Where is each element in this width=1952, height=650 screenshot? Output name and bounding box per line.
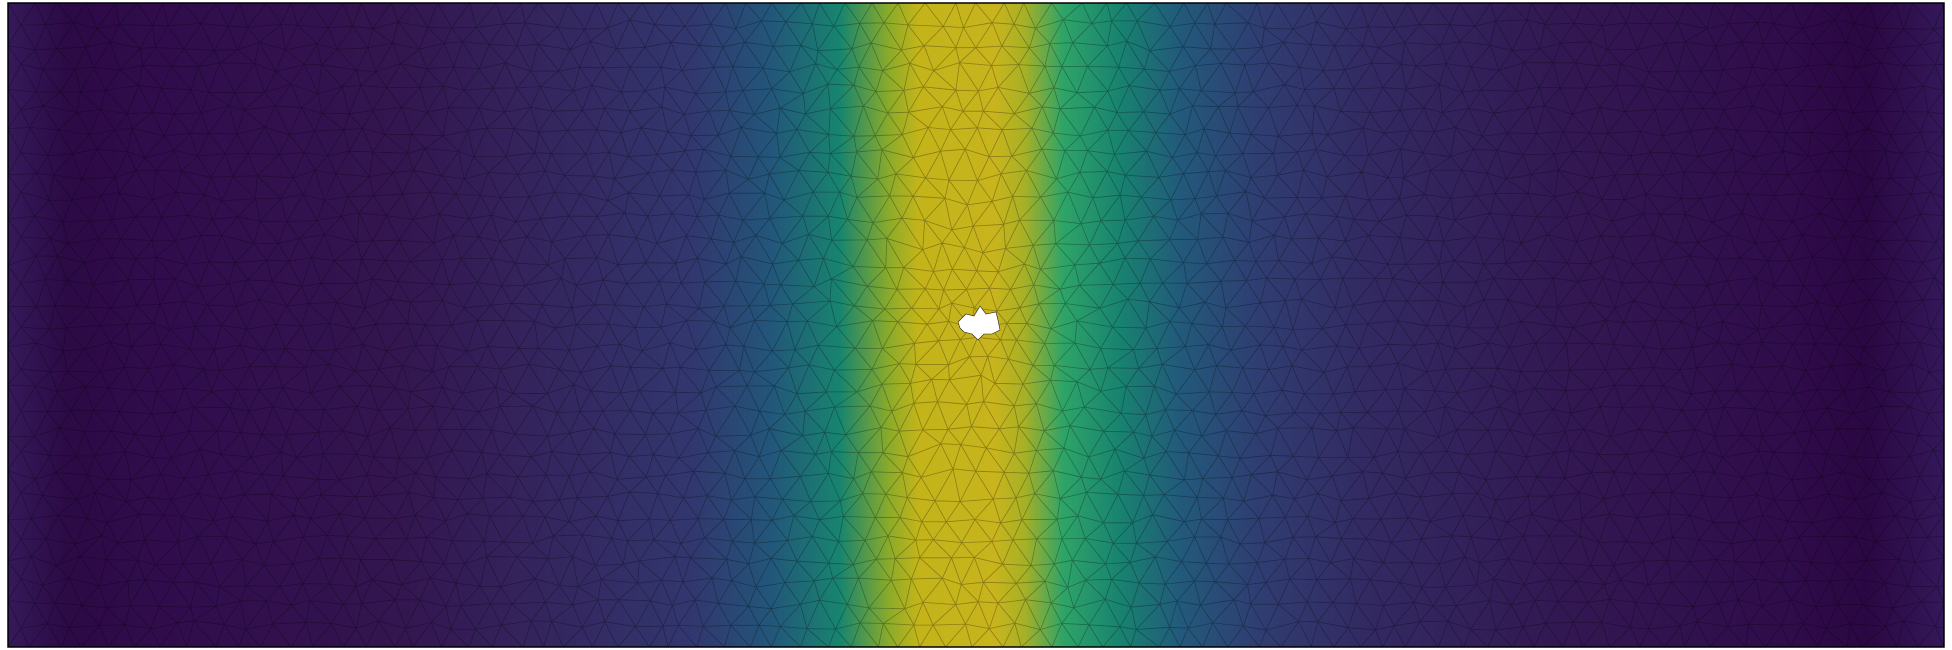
mesh-edge-lines xyxy=(8,3,1944,647)
central-hole xyxy=(957,305,1001,341)
domain-border xyxy=(7,2,1945,648)
mesh-edges xyxy=(8,3,1944,647)
